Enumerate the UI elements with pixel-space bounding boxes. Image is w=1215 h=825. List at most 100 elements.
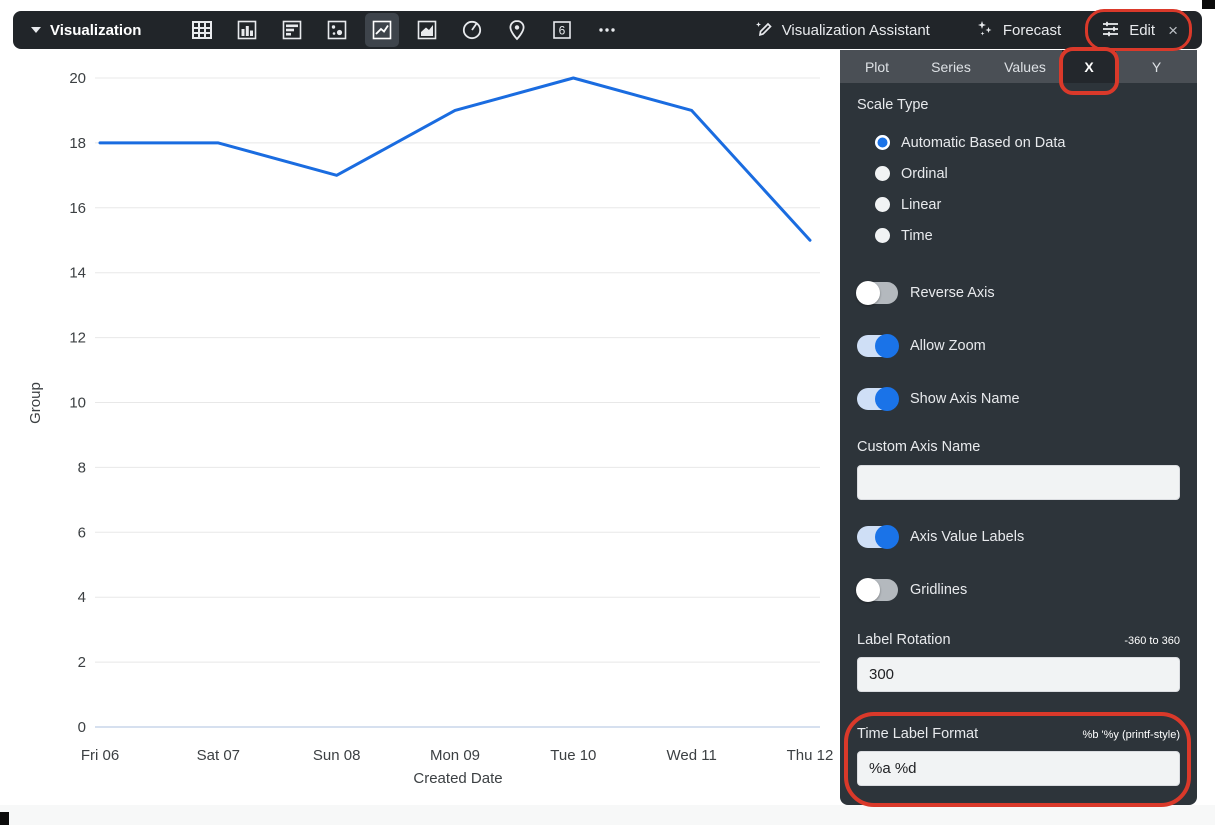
x-tick-label: Sat 07 <box>197 747 240 764</box>
tab-plot[interactable]: Plot <box>840 50 914 83</box>
x-tick-label: Sun 08 <box>313 747 361 764</box>
y-tick-label: 2 <box>78 654 86 671</box>
radio-label: Linear <box>901 196 942 213</box>
toolbar-title: Visualization <box>50 21 142 39</box>
line-chart: 0 2 4 6 8 10 12 14 16 18 20 Fri 06 Sat 07 Sun 08 Mon 0… <box>27 70 834 787</box>
x-axis-settings: Scale Type Automatic Based on Data Ordina… <box>840 83 1197 807</box>
y-tick-label: 8 <box>78 459 86 476</box>
scale-type-label: Scale Type <box>857 97 929 113</box>
magic-pencil-icon <box>754 19 773 42</box>
x-tick-label: Wed 11 <box>667 747 717 764</box>
radio-label: Automatic Based on Data <box>901 134 1066 151</box>
time-label-format-input[interactable] <box>857 751 1180 786</box>
radio-label: Ordinal <box>901 165 948 182</box>
forecast-label: Forecast <box>1002 21 1062 39</box>
tab-label: X <box>1084 58 1094 75</box>
line-chart-icon[interactable] <box>365 13 400 47</box>
toggle-switch-icon <box>857 334 899 358</box>
forecast-button[interactable]: Forecast <box>976 19 1061 41</box>
x-tick-label: Thu 12 <box>787 747 834 764</box>
sparkles-icon <box>976 19 994 41</box>
tab-x[interactable]: X <box>1059 47 1119 95</box>
label-rotation-label: Label Rotation <box>857 632 951 648</box>
y-tick-label: 10 <box>69 395 86 412</box>
tab-label: Y <box>1151 58 1162 75</box>
radio-button-icon <box>875 166 890 181</box>
tab-label: Series <box>931 58 971 75</box>
toggle-switch-icon <box>856 578 898 602</box>
y-tick-label: 0 <box>78 719 86 736</box>
visualization-assistant-button[interactable]: Visualization Assistant <box>754 19 930 42</box>
y-tick-label: 16 <box>69 200 86 217</box>
x-tick-label: Mon 09 <box>430 747 480 764</box>
toggle-knob <box>856 281 880 305</box>
toggle-label: Axis Value Labels <box>910 529 1025 545</box>
label-rotation-input[interactable] <box>857 657 1180 692</box>
y-tick-label: 18 <box>69 135 86 152</box>
scale-type-options: Automatic Based on Data Ordinal Linear Time <box>875 127 1180 251</box>
visualization-assistant-label: Visualization Assistant <box>781 21 930 39</box>
chart-area[interactable]: 0 2 4 6 8 10 12 14 16 18 20 Fri 06 Sat 07 Sun 08 Mon 0… <box>0 50 840 805</box>
chevron-down-icon <box>31 27 41 33</box>
toggle-allow-zoom[interactable]: Allow Zoom <box>857 334 1180 358</box>
map-pin-icon[interactable] <box>500 13 534 47</box>
toggle-switch-icon <box>856 281 898 305</box>
toggle-show-axis-name[interactable]: Show Axis Name <box>857 387 1180 411</box>
time-label-format-label: Time Label Format <box>857 726 979 742</box>
toggle-axis-value-labels[interactable]: Axis Value Labels <box>857 525 1180 549</box>
y-tick-label: 12 <box>69 330 86 347</box>
tune-icon <box>1101 19 1120 42</box>
toggle-label: Reverse Axis <box>910 285 995 301</box>
toggle-reverse-axis[interactable]: Reverse Axis <box>856 281 1180 305</box>
edit-group: Edit × <box>1085 9 1192 51</box>
pie-chart-icon[interactable] <box>455 13 489 47</box>
panel-tabs: Plot Series Values X Y <box>840 47 1197 95</box>
radio-linear[interactable]: Linear <box>875 189 1180 220</box>
x-tick-label: Fri 06 <box>81 747 119 764</box>
tab-values[interactable]: Values <box>988 50 1062 83</box>
scrollbar-artifact-bottom <box>0 812 9 825</box>
edit-button[interactable]: Edit <box>1101 19 1155 42</box>
single-value-icon[interactable]: 6 <box>545 13 579 47</box>
toolbar-actions: Visualization Assistant Forecast Edit × <box>754 9 1192 51</box>
close-icon[interactable]: × <box>1168 20 1178 40</box>
custom-axis-name-input[interactable] <box>857 465 1180 500</box>
tab-series[interactable]: Series <box>914 50 988 83</box>
horizontal-bar-icon[interactable] <box>275 13 309 47</box>
y-tick-label: 20 <box>69 70 86 87</box>
edit-panel: Plot Series Values X Y Scale Type Automatic … <box>840 47 1197 807</box>
x-axis-title: Created Date <box>413 770 502 787</box>
radio-ordinal[interactable]: Ordinal <box>875 158 1180 189</box>
bar-chart-icon[interactable] <box>230 13 264 47</box>
data-series-line[interactable] <box>98 76 812 242</box>
scrollbar-artifact-top <box>1202 0 1215 9</box>
scatter-icon[interactable] <box>320 13 354 47</box>
visualization-toolbar: Visualization <box>13 9 1202 51</box>
radio-automatic-based-on-data[interactable]: Automatic Based on Data <box>875 127 1180 158</box>
label-rotation-field: Label Rotation -360 to 360 <box>857 632 1180 692</box>
radio-time[interactable]: Time <box>875 220 1180 251</box>
label-rotation-hint: -360 to 360 <box>1124 635 1180 647</box>
svg-text:6: 6 <box>559 24 566 38</box>
y-tick-label: 6 <box>78 524 86 541</box>
radio-label: Time <box>901 227 933 244</box>
y-tick-label: 14 <box>69 265 86 282</box>
y-tick-label: 4 <box>78 589 86 606</box>
toggle-switch-icon <box>857 525 899 549</box>
tab-label: Values <box>1004 58 1046 75</box>
table-icon[interactable] <box>185 13 219 47</box>
toggle-gridlines[interactable]: Gridlines <box>856 578 1180 602</box>
x-tick-label: Tue 10 <box>550 747 596 764</box>
radio-button-icon <box>875 228 890 243</box>
edit-label: Edit <box>1129 21 1156 39</box>
more-icon[interactable] <box>590 13 624 47</box>
custom-axis-name-field: Custom Axis Name <box>857 439 1180 500</box>
tab-y[interactable]: Y <box>1116 50 1197 83</box>
time-label-format-field: Time Label Format %b '%y (printf-style) <box>844 712 1191 807</box>
visualization-menu[interactable]: Visualization <box>31 22 141 39</box>
toggle-knob <box>875 387 899 411</box>
y-axis-title: Group <box>27 382 44 424</box>
toggle-knob <box>875 334 899 358</box>
custom-axis-name-label: Custom Axis Name <box>857 439 981 455</box>
area-chart-icon[interactable] <box>410 13 444 47</box>
